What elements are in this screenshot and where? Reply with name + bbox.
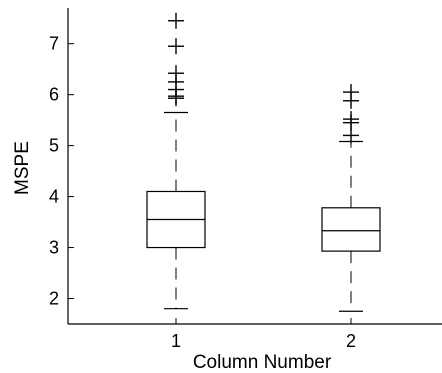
interquartile-box bbox=[321, 207, 381, 252]
outlier-marker bbox=[168, 65, 184, 82]
x-tick-label: 1 bbox=[171, 331, 181, 351]
box-series bbox=[146, 12, 381, 312]
y-axis-ticks: 2 3 4 5 6 7 bbox=[49, 34, 74, 309]
outlier-marker bbox=[168, 38, 184, 55]
outlier-marker bbox=[343, 84, 359, 101]
y-tick-label: 5 bbox=[49, 136, 59, 156]
y-tick-label: 7 bbox=[49, 34, 59, 54]
y-axis-title: MSPE bbox=[12, 141, 33, 195]
y-tick-label: 2 bbox=[49, 289, 59, 309]
box-2 bbox=[321, 84, 381, 312]
outlier-marker bbox=[168, 12, 184, 29]
axes bbox=[67, 8, 442, 325]
box-1 bbox=[146, 12, 206, 310]
y-tick-label: 3 bbox=[49, 238, 59, 258]
y-tick-label: 6 bbox=[49, 85, 59, 105]
y-tick-label: 4 bbox=[49, 187, 59, 207]
x-tick-label: 2 bbox=[346, 331, 356, 351]
x-axis-title: Column Number bbox=[193, 352, 332, 373]
outlier-marker bbox=[343, 111, 359, 128]
